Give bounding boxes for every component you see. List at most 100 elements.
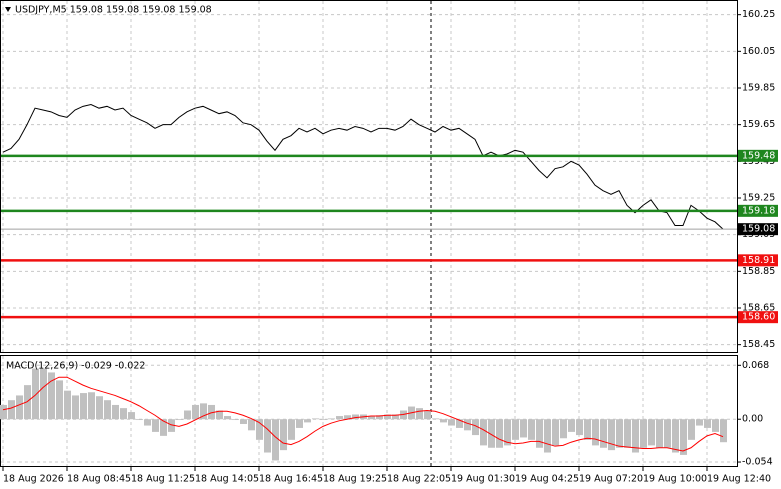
macd-title: MACD(12,26,9) -0.029 -0.022 [6,361,145,372]
histogram-bar [568,419,575,432]
price-panel [0,0,738,353]
histogram-bar [8,400,15,420]
histogram-bar [168,419,175,432]
histogram-bar [584,419,591,440]
x-tick-label: 18 Aug 08:45 [67,474,131,485]
histogram-bar [496,419,503,448]
histogram-bar [456,419,463,428]
histogram-bar [656,419,663,448]
histogram-bar [680,419,687,455]
histogram-bar [440,419,447,423]
y-tick-label: 159.25 [742,193,775,204]
level-box [738,204,778,217]
y-tick-label: 0.00 [742,414,763,425]
histogram-bar [448,419,455,426]
histogram-bar [424,410,431,420]
chart-title: USDJPY,M5 159.08 159.08 159.08 159.08 [15,5,212,16]
x-tick-label: 18 Aug 22:05 [387,474,451,485]
histogram-bar [24,385,31,420]
x-tick-label: 19 Aug 10:00 [643,474,707,485]
histogram-bar [72,395,79,420]
histogram-bar [160,419,167,436]
histogram-bar [312,418,319,420]
histogram-bar [328,418,335,420]
histogram-bar [56,380,63,420]
histogram-bar [96,396,103,420]
histogram-bar [272,419,279,461]
histogram-bar [712,419,719,432]
x-tick-label: 18 Aug 16:45 [259,474,323,485]
histogram-bar [216,410,223,420]
macd-panel [0,355,738,467]
histogram-bar [672,419,679,453]
histogram-bar [536,419,543,448]
histogram-bar [632,419,639,453]
histogram-bar [640,419,647,448]
histogram-bar [64,390,71,420]
level-label: 159.48 [742,150,775,161]
title-marker [5,7,11,12]
histogram-bar [376,415,383,420]
histogram-bar [432,418,439,420]
histogram-bar [608,419,615,451]
histogram-bar [248,419,255,431]
histogram-bar [512,419,519,440]
histogram-bar [264,419,271,453]
histogram-bar [392,414,399,420]
histogram-bar [576,419,583,436]
x-tick-label: 18 Aug 14:05 [195,474,259,485]
current-price-label: 159.08 [742,224,775,235]
x-tick-label: 19 Aug 07:20 [579,474,643,485]
histogram-bar [208,404,215,420]
histogram-bar [704,419,711,428]
histogram-bar [720,419,727,443]
histogram-bar [296,419,303,428]
histogram-bar [320,419,327,421]
histogram-bar [128,412,135,420]
grid-layer [1,1,737,466]
level-box [738,254,778,267]
level-label: 158.60 [742,312,775,323]
histogram-bar [200,403,207,420]
y-tick-label: 159.85 [742,83,775,94]
signal-line [2,376,724,452]
histogram-bar [112,404,119,420]
histogram-bar [384,414,391,420]
histogram-bar [344,415,351,420]
histogram-bar [504,419,511,446]
histogram-bar [88,392,95,420]
histogram-bar [280,419,287,451]
x-tick-label: 18 Aug 2026 [3,474,64,485]
histogram-bar [528,419,535,440]
histogram-bar [136,419,143,421]
histogram-bar [648,419,655,446]
histogram-bar [600,419,607,448]
histogram-bar [224,416,231,420]
current-price-box [738,223,778,236]
histogram-bar [416,408,423,420]
histogram-bar [256,419,263,440]
histogram-bar [552,419,559,446]
histogram-bar [464,419,471,431]
y-tick-label: 158.85 [742,266,775,277]
histogram-bar [184,410,191,420]
level-label: 159.18 [742,205,775,216]
histogram-bar [616,419,623,448]
y-tick-label: 160.05 [742,46,775,57]
histogram-bar [472,419,479,436]
x-tick-label: 19 Aug 01:30 [451,474,515,485]
histogram-bar [104,400,111,420]
mark-layer [0,368,727,461]
histogram-bar [336,416,343,420]
level-box [738,311,778,324]
histogram-bar [48,372,55,420]
histogram-bar [288,419,295,440]
y-tick-label: -0.054 [742,457,773,468]
histogram-bar [16,395,23,420]
y-tick-label: 159.65 [742,119,775,130]
x-tick-label: 18 Aug 19:25 [323,474,387,485]
histogram-bar [40,368,47,420]
histogram-bar [144,419,151,426]
x-tick-label: 18 Aug 11:25 [131,474,195,485]
